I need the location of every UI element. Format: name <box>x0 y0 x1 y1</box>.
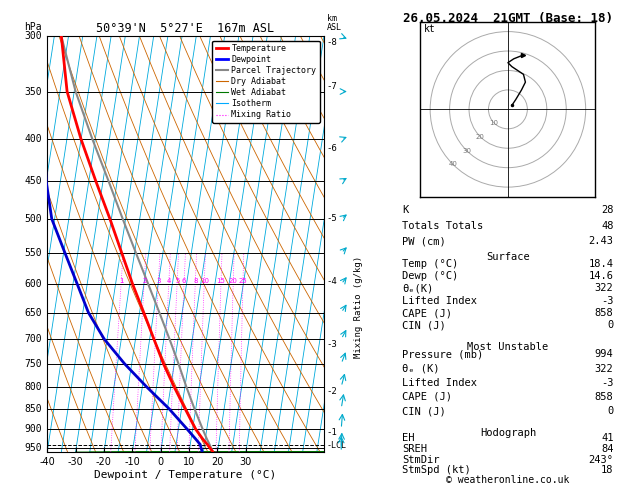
Text: K: K <box>403 206 409 215</box>
Text: 950: 950 <box>24 443 42 453</box>
Text: 10: 10 <box>200 278 209 284</box>
Text: StmDir: StmDir <box>403 455 440 465</box>
Text: 800: 800 <box>24 382 42 392</box>
Legend: Temperature, Dewpoint, Parcel Trajectory, Dry Adiabat, Wet Adiabat, Isotherm, Mi: Temperature, Dewpoint, Parcel Trajectory… <box>212 41 320 123</box>
Text: 8: 8 <box>193 278 198 284</box>
Text: hPa: hPa <box>24 22 42 32</box>
Text: 322: 322 <box>595 364 613 374</box>
Text: 1: 1 <box>119 278 123 284</box>
Text: 41: 41 <box>601 434 613 443</box>
Text: 28: 28 <box>601 206 613 215</box>
Text: 450: 450 <box>24 176 42 186</box>
Text: 850: 850 <box>24 403 42 414</box>
Text: kt: kt <box>425 24 436 34</box>
Text: 4: 4 <box>167 278 171 284</box>
Text: 750: 750 <box>24 359 42 369</box>
Text: 300: 300 <box>24 32 42 41</box>
Text: -8: -8 <box>326 38 337 47</box>
Text: 322: 322 <box>595 283 613 294</box>
Text: EH: EH <box>403 434 415 443</box>
Text: 550: 550 <box>24 248 42 258</box>
Text: -3: -3 <box>601 295 613 306</box>
Text: 30: 30 <box>462 148 471 154</box>
Text: Hodograph: Hodograph <box>480 428 536 438</box>
Text: Temp (°C): Temp (°C) <box>403 259 459 269</box>
Text: SREH: SREH <box>403 444 427 454</box>
Text: -2: -2 <box>326 387 337 396</box>
Text: © weatheronline.co.uk: © weatheronline.co.uk <box>446 474 570 485</box>
Text: 3: 3 <box>156 278 160 284</box>
Text: Most Unstable: Most Unstable <box>467 342 548 352</box>
Text: 2: 2 <box>142 278 147 284</box>
Text: 0: 0 <box>607 406 613 416</box>
Text: Pressure (mb): Pressure (mb) <box>403 349 484 359</box>
Text: 10: 10 <box>489 120 499 126</box>
Text: -6: -6 <box>326 143 337 153</box>
Text: CIN (J): CIN (J) <box>403 406 446 416</box>
Text: CIN (J): CIN (J) <box>403 320 446 330</box>
Text: 48: 48 <box>601 221 613 231</box>
Text: -4: -4 <box>326 277 337 286</box>
Text: 14.6: 14.6 <box>589 271 613 281</box>
Text: 994: 994 <box>595 349 613 359</box>
Text: 2.43: 2.43 <box>589 236 613 246</box>
Text: 84: 84 <box>601 444 613 454</box>
Text: 18: 18 <box>601 466 613 475</box>
Text: -3: -3 <box>601 378 613 388</box>
Text: -3: -3 <box>326 340 337 349</box>
Text: θₑ(K): θₑ(K) <box>403 283 433 294</box>
Text: 900: 900 <box>24 424 42 434</box>
Text: -7: -7 <box>326 82 337 91</box>
Text: -1: -1 <box>326 428 337 437</box>
Text: Surface: Surface <box>486 252 530 262</box>
Title: 50°39'N  5°27'E  167m ASL: 50°39'N 5°27'E 167m ASL <box>96 22 275 35</box>
Text: StmSpd (kt): StmSpd (kt) <box>403 466 471 475</box>
Text: 18.4: 18.4 <box>589 259 613 269</box>
Text: 650: 650 <box>24 308 42 318</box>
Text: 243°: 243° <box>589 455 613 465</box>
Text: km
ASL: km ASL <box>326 14 342 32</box>
Text: Mixing Ratio (g/kg): Mixing Ratio (g/kg) <box>354 256 363 358</box>
Text: 20: 20 <box>229 278 238 284</box>
Text: 500: 500 <box>24 214 42 224</box>
Text: Dewp (°C): Dewp (°C) <box>403 271 459 281</box>
Text: Totals Totals: Totals Totals <box>403 221 484 231</box>
Text: -5: -5 <box>326 214 337 224</box>
X-axis label: Dewpoint / Temperature (°C): Dewpoint / Temperature (°C) <box>94 469 277 480</box>
Text: 6: 6 <box>182 278 186 284</box>
Text: 858: 858 <box>595 392 613 402</box>
Text: 600: 600 <box>24 279 42 289</box>
Text: 40: 40 <box>448 161 457 167</box>
Text: θₑ (K): θₑ (K) <box>403 364 440 374</box>
Text: 26.05.2024  21GMT (Base: 18): 26.05.2024 21GMT (Base: 18) <box>403 12 613 25</box>
Text: Lifted Index: Lifted Index <box>403 295 477 306</box>
Text: 700: 700 <box>24 334 42 344</box>
Text: 20: 20 <box>476 134 485 140</box>
Text: Lifted Index: Lifted Index <box>403 378 477 388</box>
Text: 858: 858 <box>595 308 613 318</box>
Text: CAPE (J): CAPE (J) <box>403 308 452 318</box>
Text: PW (cm): PW (cm) <box>403 236 446 246</box>
Text: 0: 0 <box>607 320 613 330</box>
Text: 400: 400 <box>24 134 42 144</box>
Text: -LCL: -LCL <box>326 441 347 450</box>
Text: 25: 25 <box>238 278 247 284</box>
Text: 350: 350 <box>24 87 42 97</box>
Text: 15: 15 <box>216 278 225 284</box>
Text: 5: 5 <box>175 278 179 284</box>
Text: CAPE (J): CAPE (J) <box>403 392 452 402</box>
